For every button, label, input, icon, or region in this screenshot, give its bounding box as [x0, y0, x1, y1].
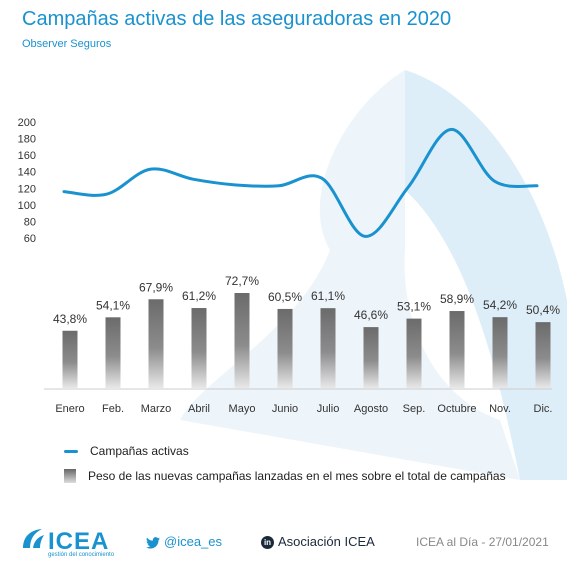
x-tick-label: Marzo — [141, 403, 172, 415]
icea-logo-subtext: gestión del conocimiento — [48, 552, 115, 558]
bar-data-label: 54,2% — [483, 298, 517, 312]
bar-data-label: 60,5% — [268, 290, 302, 304]
bar — [191, 308, 207, 388]
source-date: ICEA al Día - 27/01/2021 — [416, 535, 549, 549]
y-tick-label: 140 — [18, 167, 36, 179]
bars-group — [62, 293, 551, 388]
chart-title: Campañas activas de las aseguradoras en … — [22, 8, 452, 30]
y-tick-label: 100 — [18, 200, 36, 212]
x-tick-label: Mayo — [229, 403, 256, 415]
bar-data-label: 43,8% — [53, 312, 87, 326]
x-tick-label: Feb. — [102, 403, 124, 415]
y-tick-label: 180 — [18, 134, 36, 146]
bar — [148, 299, 164, 388]
watermark-shape — [180, 70, 520, 480]
x-tick-label: Octubre — [437, 403, 476, 415]
bar — [105, 317, 121, 388]
x-tick-label: Dic. — [534, 403, 553, 415]
y-tick-label: 200 — [18, 117, 36, 129]
y-tick-label: 160 — [18, 150, 36, 162]
bar — [234, 293, 250, 388]
twitter-link[interactable]: @icea_es — [146, 534, 222, 549]
bar — [62, 330, 78, 388]
bar-data-label: 61,1% — [311, 289, 345, 303]
legend-bar-swatch — [64, 469, 76, 483]
bar-labels-group: 43,8% 54,1% 67,9% 61,2% 72,7% 60,5% 61,1% 46,6%… — [53, 274, 560, 326]
bar-data-label: 58,9% — [440, 292, 474, 306]
bar-data-label: 50,4% — [526, 303, 560, 317]
linkedin-icon: in — [261, 536, 274, 550]
bar — [363, 327, 379, 388]
y-tick-label: 120 — [18, 183, 36, 195]
x-tick-label: Nov. — [489, 403, 511, 415]
twitter-handle: @icea_es — [164, 534, 223, 549]
legend-line-swatch — [64, 449, 78, 453]
x-axis-ticks: Enero Feb. Marzo Abril Mayo Junio Julio Agosto S… — [55, 403, 552, 415]
icea-logo-text: ICEA — [48, 528, 110, 555]
bar-data-label: 67,9% — [139, 280, 173, 294]
legend-bar-label: Peso de las nuevas campañas lanzadas en … — [88, 469, 506, 483]
chart-subtitle: Observer Seguros — [22, 38, 112, 50]
legend-item-line: Campañas activas — [64, 444, 189, 458]
bar — [535, 322, 551, 388]
x-tick-label: Julio — [317, 403, 340, 415]
twitter-icon — [146, 536, 160, 549]
x-tick-label: Agosto — [354, 403, 388, 415]
line-series-group — [62, 127, 539, 238]
bar — [277, 308, 293, 388]
linkedin-name: Asociación ICEA — [278, 534, 375, 549]
bar — [492, 317, 508, 388]
watermark-arc — [405, 70, 567, 480]
bar-data-label: 54,1% — [96, 298, 130, 312]
bar-data-label: 53,1% — [397, 300, 431, 314]
bar-data-label: 46,6% — [354, 308, 388, 322]
legend-item-bar: Peso de las nuevas campañas lanzadas en … — [64, 469, 506, 483]
y-axis-ticks: 60 80 100 120 140 160 180 200 — [18, 117, 36, 245]
bar-data-label: 61,2% — [182, 289, 216, 303]
y-tick-label: 80 — [24, 216, 36, 228]
x-tick-label: Sep. — [403, 403, 426, 415]
line-series-campanas-activas — [62, 127, 539, 238]
bar — [449, 311, 465, 388]
bar-data-label: 72,7% — [225, 274, 259, 288]
linkedin-link[interactable]: in Asociación ICEA — [261, 534, 375, 550]
bar — [406, 318, 422, 388]
bar — [320, 308, 336, 388]
icea-logo-icon — [23, 529, 44, 548]
legend-line-label: Campañas activas — [90, 444, 189, 458]
x-tick-label: Junio — [272, 403, 298, 415]
x-tick-label: Abril — [188, 403, 210, 415]
x-tick-label: Enero — [55, 403, 84, 415]
y-tick-label: 60 — [24, 233, 36, 245]
